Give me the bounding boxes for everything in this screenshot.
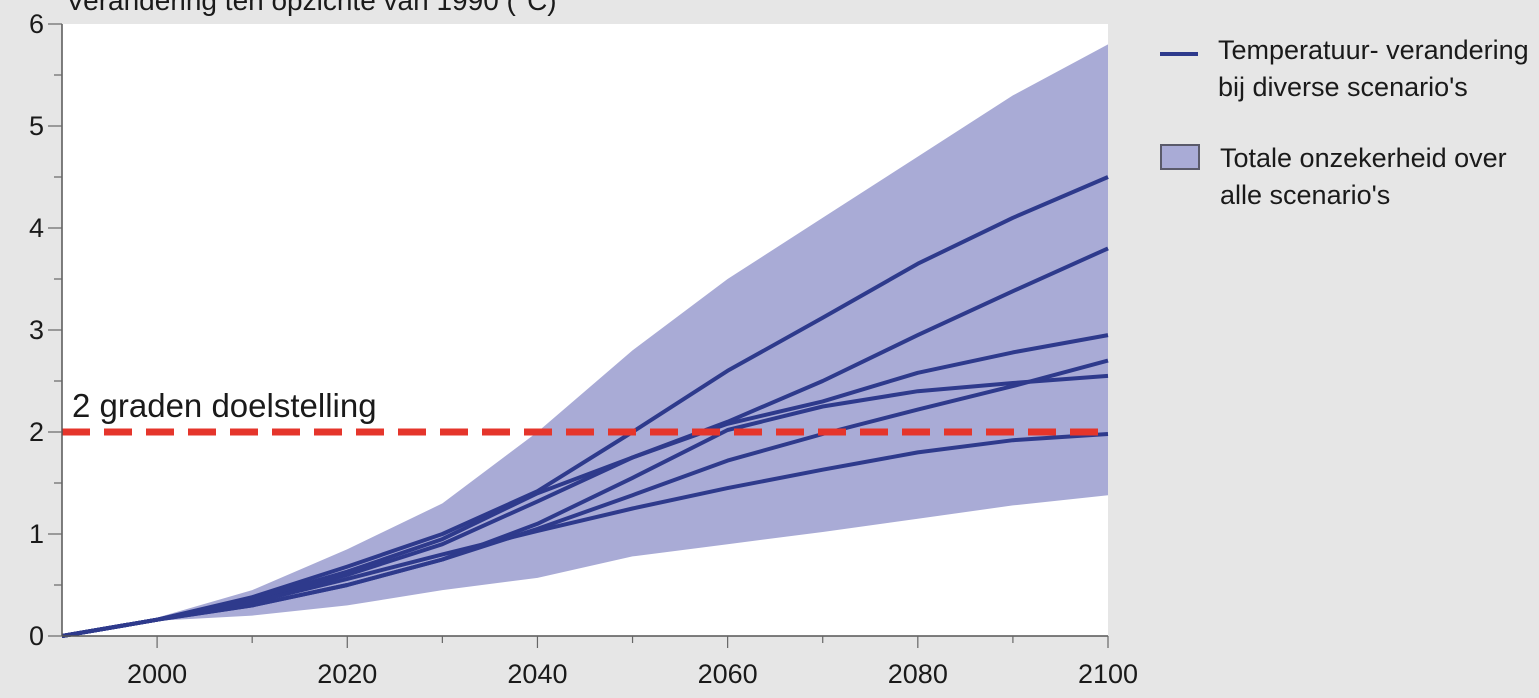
x-tick-label: 2080 bbox=[888, 659, 948, 689]
legend-label-scenario-lines: Temperatuur- verandering bij diverse sce… bbox=[1218, 35, 1529, 102]
y-tick-label: 0 bbox=[29, 621, 44, 651]
uncertainty-band bbox=[62, 44, 1108, 636]
x-tick-label: 2020 bbox=[317, 659, 377, 689]
y-tick-label: 6 bbox=[29, 9, 44, 39]
y-tick-label: 4 bbox=[29, 213, 44, 243]
y-tick-label: 3 bbox=[29, 315, 44, 345]
x-tick-label: 2040 bbox=[507, 659, 567, 689]
y-tick-label: 2 bbox=[29, 417, 44, 447]
target-line-layer: 2 graden doelstelling bbox=[62, 387, 1108, 436]
uncertainty-band-layer bbox=[62, 44, 1108, 636]
scenario-lines-layer bbox=[61, 175, 1109, 638]
legend-label-uncertainty: Totale onzekerheid over alle scenario's bbox=[1220, 143, 1507, 210]
scenario-line-6 bbox=[61, 432, 1109, 638]
legend: Temperatuur- verandering bij diverse sce… bbox=[1160, 32, 1539, 214]
y-tick-label: 5 bbox=[29, 111, 44, 141]
target-line-label: 2 graden doelstelling bbox=[72, 387, 377, 424]
y-tick-label: 1 bbox=[29, 519, 44, 549]
legend-line-swatch bbox=[1160, 52, 1198, 56]
scenario-line-3 bbox=[61, 333, 1109, 638]
legend-item-uncertainty: Totale onzekerheid over alle scenario's bbox=[1160, 140, 1539, 214]
scenario-line-5 bbox=[61, 358, 1109, 638]
x-tick-label: 2000 bbox=[127, 659, 187, 689]
chart-title: Verandering ten opzichte van 1990 (°C) bbox=[66, 0, 557, 16]
axes-layer: 0 1 2 3 4 5 6 2000 2020 2040 2060 2080 2100 bbox=[29, 9, 1138, 689]
x-tick-label: 2060 bbox=[698, 659, 758, 689]
legend-item-scenario-lines: Temperatuur- verandering bij diverse sce… bbox=[1160, 32, 1539, 106]
x-tick-label: 2100 bbox=[1078, 659, 1138, 689]
legend-band-swatch bbox=[1160, 144, 1200, 170]
